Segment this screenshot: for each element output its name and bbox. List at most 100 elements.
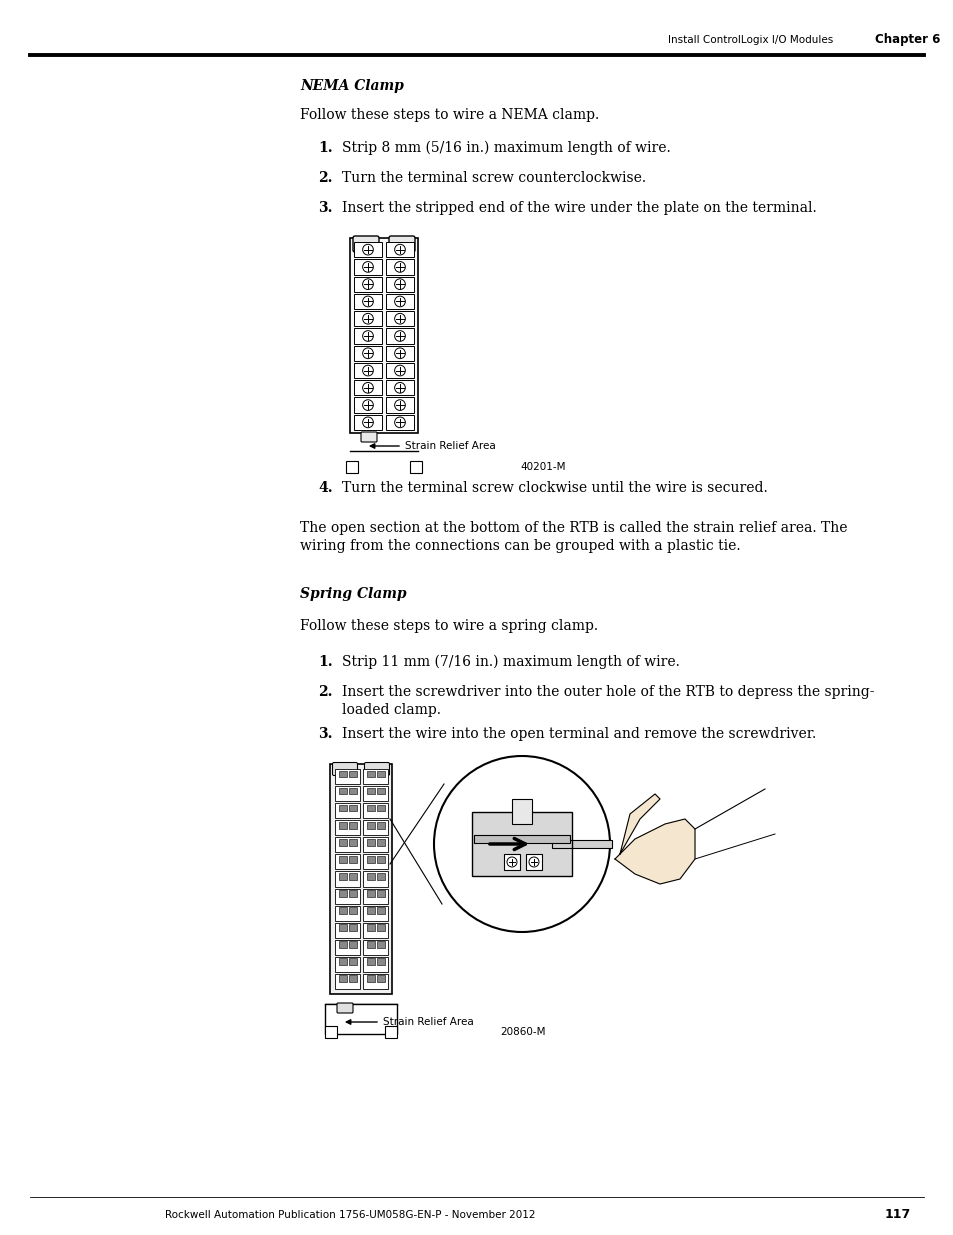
- Text: Insert the stripped end of the wire under the plate on the terminal.: Insert the stripped end of the wire unde…: [341, 201, 816, 215]
- Bar: [363, 803, 388, 819]
- Bar: [335, 785, 359, 802]
- Bar: [366, 941, 375, 948]
- Bar: [386, 346, 414, 361]
- FancyBboxPatch shape: [364, 762, 389, 776]
- Bar: [386, 277, 414, 291]
- Bar: [376, 821, 385, 829]
- Circle shape: [362, 400, 373, 410]
- Bar: [376, 924, 385, 931]
- Bar: [338, 924, 347, 931]
- Circle shape: [362, 279, 373, 289]
- Bar: [386, 329, 414, 343]
- Bar: [386, 415, 414, 430]
- Bar: [338, 788, 347, 794]
- Bar: [349, 805, 357, 811]
- Circle shape: [395, 279, 405, 289]
- Circle shape: [395, 383, 405, 393]
- Text: Spring Clamp: Spring Clamp: [299, 587, 406, 601]
- Bar: [363, 769, 388, 784]
- Bar: [349, 821, 357, 829]
- Bar: [363, 940, 388, 955]
- Text: 2.: 2.: [317, 170, 333, 185]
- Bar: [410, 461, 421, 473]
- Bar: [376, 941, 385, 948]
- Bar: [386, 294, 414, 309]
- Bar: [338, 873, 347, 879]
- Circle shape: [395, 262, 405, 272]
- Text: Insert the screwdriver into the outer hole of the RTB to depress the spring-: Insert the screwdriver into the outer ho…: [341, 685, 874, 699]
- Bar: [552, 840, 612, 848]
- Bar: [366, 839, 375, 846]
- Bar: [366, 958, 375, 965]
- Text: Strip 8 mm (5/16 in.) maximum length of wire.: Strip 8 mm (5/16 in.) maximum length of …: [341, 141, 670, 156]
- Bar: [354, 294, 381, 309]
- Circle shape: [395, 314, 405, 324]
- Circle shape: [362, 296, 373, 306]
- Bar: [335, 923, 359, 937]
- Bar: [338, 941, 347, 948]
- Bar: [354, 380, 381, 395]
- Circle shape: [362, 348, 373, 358]
- Circle shape: [362, 383, 373, 393]
- Bar: [349, 941, 357, 948]
- Bar: [386, 380, 414, 395]
- Bar: [335, 872, 359, 887]
- Bar: [338, 839, 347, 846]
- Circle shape: [362, 262, 373, 272]
- Bar: [366, 788, 375, 794]
- Circle shape: [395, 296, 405, 306]
- Bar: [376, 856, 385, 863]
- Circle shape: [362, 245, 373, 254]
- FancyBboxPatch shape: [353, 236, 378, 252]
- Bar: [335, 837, 359, 852]
- Bar: [349, 924, 357, 931]
- Text: Strain Relief Area: Strain Relief Area: [405, 441, 496, 451]
- Bar: [325, 1004, 396, 1034]
- Bar: [354, 346, 381, 361]
- Bar: [346, 461, 357, 473]
- Bar: [349, 856, 357, 863]
- Bar: [512, 799, 532, 824]
- Bar: [366, 856, 375, 863]
- Circle shape: [506, 857, 517, 867]
- Bar: [366, 890, 375, 897]
- Bar: [366, 924, 375, 931]
- FancyBboxPatch shape: [389, 236, 415, 252]
- FancyBboxPatch shape: [336, 1003, 353, 1013]
- Bar: [386, 311, 414, 326]
- Bar: [363, 957, 388, 972]
- Text: The open section at the bottom of the RTB is called the strain relief area. The: The open section at the bottom of the RT…: [299, 521, 846, 535]
- Bar: [349, 788, 357, 794]
- Bar: [366, 805, 375, 811]
- Bar: [338, 856, 347, 863]
- Bar: [338, 958, 347, 965]
- Bar: [354, 259, 381, 274]
- Bar: [366, 771, 375, 777]
- Text: Install ControlLogix I/O Modules: Install ControlLogix I/O Modules: [667, 35, 832, 44]
- Circle shape: [362, 366, 373, 375]
- Circle shape: [362, 331, 373, 341]
- Bar: [366, 873, 375, 879]
- Bar: [472, 811, 572, 876]
- Bar: [386, 242, 414, 257]
- Text: NEMA Clamp: NEMA Clamp: [299, 79, 403, 93]
- Bar: [376, 890, 385, 897]
- Bar: [354, 329, 381, 343]
- Bar: [354, 242, 381, 257]
- Text: Chapter 6: Chapter 6: [874, 33, 940, 47]
- Bar: [350, 238, 417, 433]
- Bar: [525, 853, 541, 869]
- Bar: [363, 974, 388, 989]
- Text: Follow these steps to wire a spring clamp.: Follow these steps to wire a spring clam…: [299, 619, 598, 634]
- Bar: [354, 398, 381, 412]
- Bar: [366, 908, 375, 914]
- Circle shape: [395, 245, 405, 254]
- Bar: [325, 1026, 336, 1037]
- Bar: [376, 771, 385, 777]
- Bar: [354, 415, 381, 430]
- Bar: [363, 785, 388, 802]
- Bar: [354, 363, 381, 378]
- Bar: [474, 835, 569, 844]
- Bar: [363, 855, 388, 869]
- Bar: [335, 888, 359, 904]
